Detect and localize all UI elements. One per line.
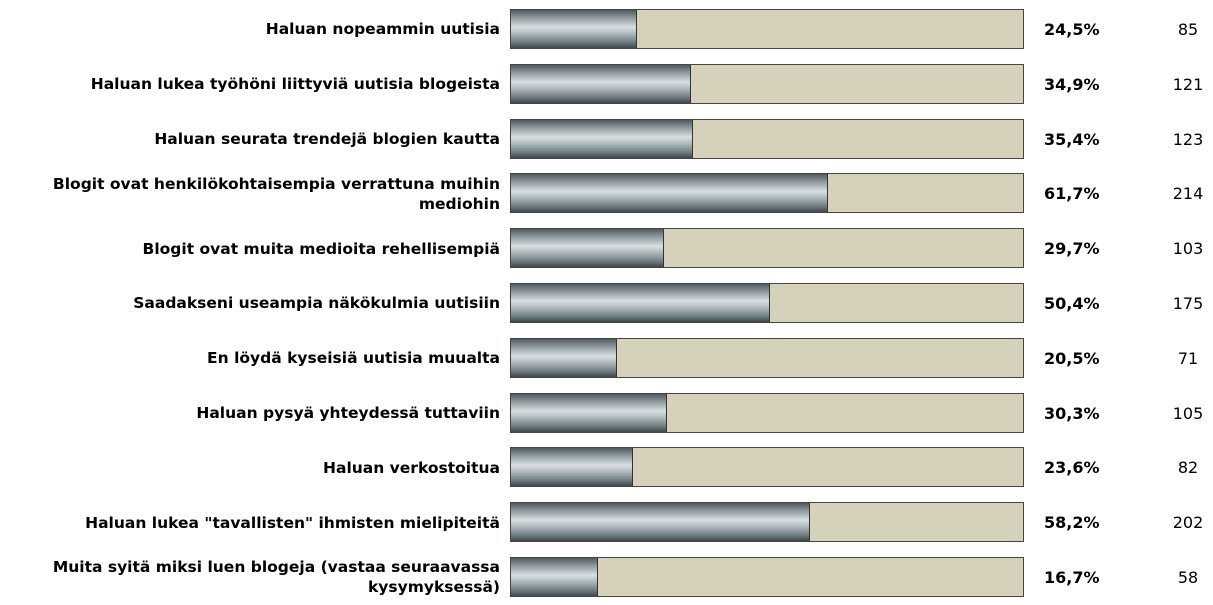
count-label: 214: [1172, 184, 1204, 204]
category-label: Blogit ovat henkilökohtaisempia verrattu…: [52, 174, 500, 213]
category-label: Muita syitä miksi luen blogeja (vastaa s…: [52, 558, 500, 597]
count-label: 105: [1172, 403, 1204, 423]
bar: [511, 558, 598, 596]
category-label: Haluan pysyä yhteydessä tuttaviin: [196, 403, 500, 422]
bar: [511, 503, 810, 542]
value-label: 35,4%: [1044, 129, 1100, 149]
count-label: 123: [1172, 129, 1204, 149]
bar: [511, 174, 828, 213]
bar: [511, 393, 668, 432]
count-label: 85: [1177, 20, 1199, 39]
count-label: 103: [1172, 239, 1204, 259]
bar: [511, 10, 638, 48]
bar-track: [510, 557, 1024, 597]
bar-track: [510, 392, 1024, 433]
value-label: 16,7%: [1044, 568, 1100, 587]
bar-track: [510, 337, 1024, 378]
value-label: 30,3%: [1044, 403, 1100, 423]
bar: [511, 119, 694, 158]
count-label: 202: [1172, 513, 1204, 533]
bar-track: [510, 283, 1024, 323]
category-label: Haluan nopeammin uutisia: [265, 20, 500, 39]
value-label: 20,5%: [1044, 348, 1100, 368]
bar: [511, 338, 617, 377]
category-label: Haluan seurata trendejä blogien kautta: [154, 129, 500, 148]
category-label: Haluan verkostoitua: [323, 458, 500, 477]
value-label: 29,7%: [1044, 239, 1100, 259]
value-label: 24,5%: [1044, 20, 1100, 39]
category-label: Saadakseni useampia näkökulmia uutisiin: [133, 294, 500, 313]
category-label: Blogit ovat muita medioita rehellisempiä: [142, 239, 500, 258]
bar-track: [510, 63, 1024, 104]
value-label: 58,2%: [1044, 513, 1100, 533]
value-label: 23,6%: [1044, 458, 1100, 478]
bar-track: [510, 447, 1024, 488]
value-label: 34,9%: [1044, 74, 1100, 94]
bar: [511, 448, 633, 487]
bar-track: [510, 228, 1024, 269]
count-label: 175: [1172, 294, 1204, 313]
bar-track: [510, 118, 1024, 159]
value-label: 50,4%: [1044, 294, 1100, 313]
value-label: 61,7%: [1044, 184, 1100, 204]
count-label: 82: [1177, 458, 1199, 478]
bar: [511, 229, 665, 268]
bar: [511, 284, 771, 322]
category-label: En löydä kyseisiä uutisia muualta: [207, 349, 500, 368]
count-label: 58: [1177, 568, 1199, 587]
category-label: Haluan lukea työhöni liittyviä uutisia b…: [90, 75, 500, 94]
count-label: 121: [1172, 74, 1204, 94]
bar: [511, 64, 691, 103]
category-label: Haluan lukea "tavallisten" ihmisten miel…: [85, 513, 500, 532]
bar-track: [510, 9, 1024, 49]
bar-track: [510, 502, 1024, 543]
count-label: 71: [1177, 348, 1199, 368]
bar-track: [510, 173, 1024, 214]
